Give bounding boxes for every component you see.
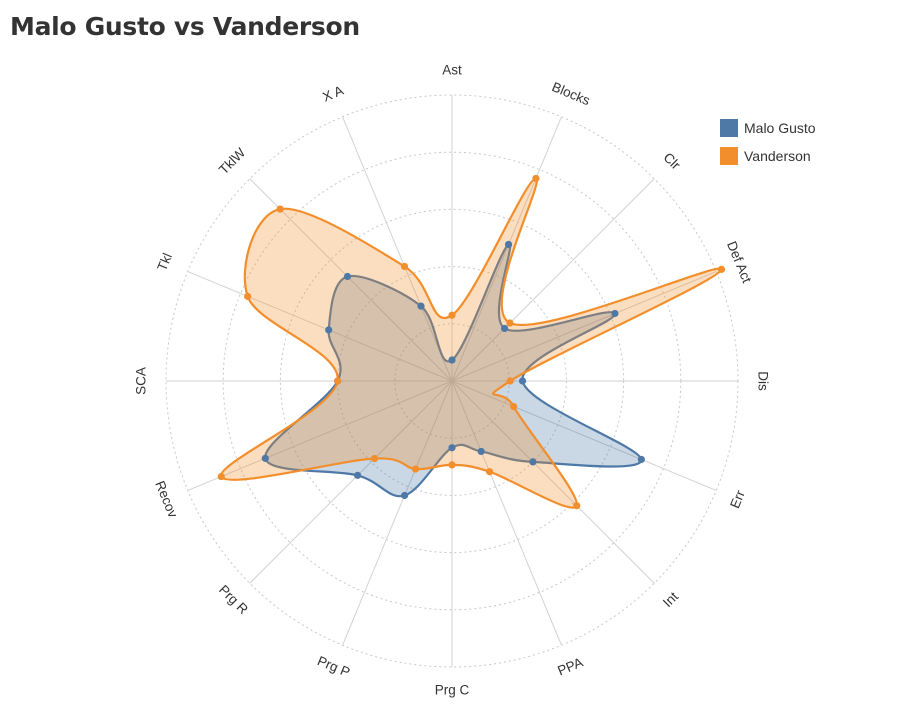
data-point-malo-gusto <box>529 458 537 466</box>
data-point-vanderson <box>506 319 514 327</box>
data-point-vanderson <box>532 174 540 183</box>
data-point-malo-gusto <box>448 444 456 452</box>
series-area-malo-gusto <box>265 244 642 497</box>
legend-label-malo-gusto: Malo Gusto <box>744 120 816 136</box>
axis-label-err: Err <box>727 488 748 511</box>
axis-spoke <box>451 271 717 382</box>
series-area-vanderson <box>221 178 722 508</box>
data-point-malo-gusto <box>448 356 456 364</box>
series-areas <box>220 177 723 509</box>
data-point-vanderson <box>510 402 518 411</box>
data-point-malo-gusto <box>261 454 269 462</box>
axis-spoke <box>451 380 655 584</box>
series-points <box>217 174 726 510</box>
data-point-vanderson <box>400 262 409 271</box>
axis-label-prg-c: Prg C <box>435 683 470 698</box>
axis-label-tkl: Tkl <box>154 251 175 273</box>
axis-spoke <box>249 380 453 584</box>
series-line-vanderson <box>220 177 723 509</box>
axis-label-int: Int <box>660 589 681 610</box>
data-point-vanderson <box>276 205 284 213</box>
axis-label-prg-r: Prg R <box>216 582 251 617</box>
data-point-malo-gusto <box>504 240 513 249</box>
axis-spoke <box>187 271 453 382</box>
data-point-vanderson <box>217 472 225 481</box>
legend-label-vanderson: Vanderson <box>744 148 811 164</box>
data-point-malo-gusto <box>417 302 425 310</box>
axis-label-def-act: Def Act <box>724 239 755 285</box>
data-point-malo-gusto <box>354 471 362 479</box>
axis-spoke <box>342 380 453 646</box>
axis-label-x-a: X A <box>320 83 345 105</box>
data-point-malo-gusto <box>325 326 333 334</box>
legend-swatch-malo-gusto <box>720 119 738 137</box>
legend-item-malo-gusto[interactable]: Malo Gusto <box>720 114 816 142</box>
axis-spoke <box>187 380 453 491</box>
radar-grid <box>165 94 739 668</box>
axis-label-ast: Ast <box>442 63 462 78</box>
legend-swatch-vanderson <box>720 147 738 165</box>
axis-label-sca: SCA <box>134 367 149 395</box>
data-point-vanderson <box>370 454 379 463</box>
data-point-vanderson <box>244 292 252 300</box>
data-point-vanderson <box>573 502 581 510</box>
axis-label-clr: Clr <box>660 150 683 173</box>
data-point-vanderson <box>506 377 514 385</box>
axis-label-tklw: TklW <box>216 145 249 178</box>
data-point-malo-gusto <box>343 272 352 281</box>
legend-item-vanderson[interactable]: Vanderson <box>720 142 816 170</box>
data-point-vanderson <box>485 468 494 476</box>
legend: Malo Gusto Vanderson <box>720 114 816 170</box>
axis-label-dis: Dis <box>755 371 770 391</box>
chart-title: Malo Gusto vs Vanderson <box>10 12 360 41</box>
data-point-malo-gusto <box>400 491 409 500</box>
axis-label-blocks: Blocks <box>550 79 593 108</box>
series-line-malo-gusto <box>264 243 643 498</box>
axis-spoke <box>451 380 562 646</box>
data-point-vanderson <box>411 465 420 473</box>
data-point-vanderson <box>334 377 342 385</box>
axis-label-recov: Recov <box>152 479 181 520</box>
axis-spoke <box>249 178 453 382</box>
data-point-vanderson <box>717 265 726 273</box>
data-point-vanderson <box>448 461 456 469</box>
axis-label-prg-p: Prg P <box>315 653 352 680</box>
data-point-malo-gusto <box>518 377 527 385</box>
axis-spoke <box>451 178 655 382</box>
axis-spoke <box>451 380 717 491</box>
data-point-malo-gusto <box>477 447 485 456</box>
data-point-malo-gusto <box>500 324 509 333</box>
axis-label-ppa: PPA <box>555 655 585 679</box>
data-point-malo-gusto <box>637 455 645 464</box>
data-point-malo-gusto <box>611 309 619 318</box>
axis-spoke <box>342 116 453 382</box>
data-point-vanderson <box>448 311 456 319</box>
axis-spoke <box>451 116 562 382</box>
